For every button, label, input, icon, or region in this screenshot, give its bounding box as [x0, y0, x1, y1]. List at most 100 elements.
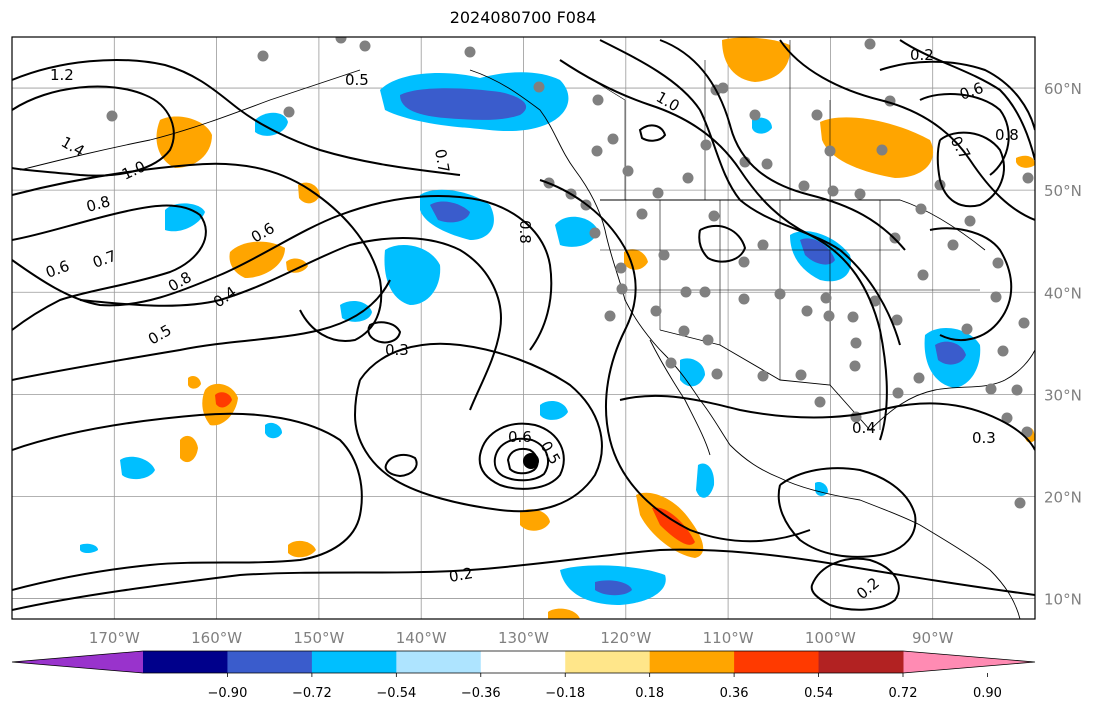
- contour-line: [12, 412, 363, 591]
- latitude-tick-label: 40°N: [1044, 284, 1082, 302]
- contour-line: [493, 437, 549, 482]
- station-marker: [464, 46, 476, 58]
- station-marker: [850, 337, 862, 349]
- contour-line: [12, 204, 207, 331]
- station-marker: [961, 323, 973, 335]
- colorbar-swatch: [649, 651, 735, 673]
- station-marker: [702, 334, 714, 346]
- contour-line: [599, 39, 901, 346]
- station-marker: [798, 180, 810, 192]
- station-marker: [820, 292, 832, 304]
- contour-line: [936, 131, 1005, 208]
- contour-line: [777, 467, 917, 558]
- station-marker: [699, 286, 711, 298]
- station-marker: [680, 286, 692, 298]
- positive-anomaly-area: [156, 116, 212, 168]
- station-marker: [795, 369, 807, 381]
- station-marker: [992, 257, 1004, 269]
- baja-coastline: [649, 339, 711, 456]
- station-marker: [607, 133, 619, 145]
- contour-line: [638, 124, 667, 142]
- station-marker: [774, 288, 786, 300]
- station-marker: [738, 256, 750, 268]
- station-marker: [359, 40, 371, 52]
- colorbar-tick-label: −0.72: [292, 686, 332, 701]
- contour-line: [698, 225, 747, 263]
- positive-anomaly-area: [624, 249, 648, 270]
- latitude-tick-label: 30°N: [1044, 386, 1082, 404]
- station-marker: [757, 239, 769, 251]
- contour-line: [559, 59, 888, 441]
- station-marker: [658, 249, 670, 261]
- station-marker: [891, 314, 903, 326]
- station-marker: [650, 305, 662, 317]
- contour-label: 0.2: [910, 46, 934, 64]
- station-marker: [915, 203, 927, 215]
- colorbar-tick-label: 0.90: [973, 686, 1002, 701]
- positive-anomaly-area: [820, 117, 934, 178]
- negative-anomaly-area: [80, 543, 98, 553]
- contour-lines: [12, 39, 1035, 611]
- longitude-tick-label: 110°W: [703, 629, 754, 647]
- contour-line: [12, 59, 461, 176]
- strong-positive-anomaly-area: [652, 507, 695, 545]
- colorbar-swatch: [565, 651, 651, 673]
- station-marker: [823, 310, 835, 322]
- negative-anomaly-area: [555, 216, 598, 247]
- colorbar-tick-label: −0.54: [376, 686, 416, 701]
- canada-province-borders: [559, 40, 831, 200]
- contour-line: [353, 342, 603, 513]
- colorbar-tick-label: 0.72: [889, 686, 918, 701]
- station-marker: [711, 368, 723, 380]
- contour-label: 0.6: [508, 428, 532, 446]
- colorbar-swatch: [480, 651, 566, 673]
- longitude-tick-label: 170°W: [89, 629, 140, 647]
- station-marker: [604, 310, 616, 322]
- longitude-tick-label: 100°W: [805, 629, 856, 647]
- colorbar-extend-low: [12, 651, 143, 673]
- station-marker: [283, 106, 295, 118]
- station-marker: [1014, 497, 1026, 509]
- station-marker: [913, 372, 925, 384]
- station-marker: [1011, 384, 1023, 396]
- negative-anomaly-area: [265, 422, 282, 439]
- positive-anomaly-area: [229, 241, 285, 278]
- negative-anomaly-area: [696, 463, 715, 498]
- contour-line: [384, 453, 418, 478]
- map-frame: [11, 36, 1036, 620]
- positive-anomaly-area: [520, 509, 550, 531]
- station-marker: [257, 50, 269, 62]
- aleutian-coastline: [19, 69, 361, 171]
- station-marker: [827, 185, 839, 197]
- station-marker: [106, 110, 118, 122]
- station-marker: [335, 37, 347, 44]
- contour-line: [79, 237, 502, 411]
- contour-label: 0.5: [345, 71, 369, 89]
- anomaly-shading: [80, 37, 1035, 619]
- longitude-tick-label: 140°W: [396, 629, 447, 647]
- contour-line: [879, 60, 1035, 131]
- contour-line: [12, 162, 383, 342]
- station-marker: [591, 145, 603, 157]
- longitude-tick-label: 90°W: [912, 629, 954, 647]
- station-marker: [985, 383, 997, 395]
- station-marker: [847, 311, 859, 323]
- colorbar-tick-label: 0.36: [720, 686, 749, 701]
- colorbar-tick-label: 0.18: [635, 686, 664, 701]
- station-marker: [678, 325, 690, 337]
- strong-negative-anomaly-area: [800, 238, 835, 265]
- latitude-tick-labels: 10°N 20°N 30°N 40°N 50°N 60°N: [1044, 80, 1082, 609]
- contour-label: 0.3: [972, 429, 996, 447]
- contour-label: 0.8: [84, 192, 112, 216]
- station-marker: [592, 94, 604, 106]
- colorbar-swatch: [734, 651, 820, 673]
- station-marker: [801, 305, 813, 317]
- us-canada-border: [600, 199, 986, 251]
- positive-anomaly-area: [286, 258, 308, 273]
- positive-anomaly-area: [1016, 155, 1035, 168]
- station-marker: [652, 187, 664, 199]
- latitude-tick-label: 10°N: [1044, 591, 1082, 609]
- latitude-tick-label: 50°N: [1044, 182, 1082, 200]
- negative-anomaly-area: [120, 456, 155, 480]
- tropical-cyclone-marker: [523, 453, 539, 469]
